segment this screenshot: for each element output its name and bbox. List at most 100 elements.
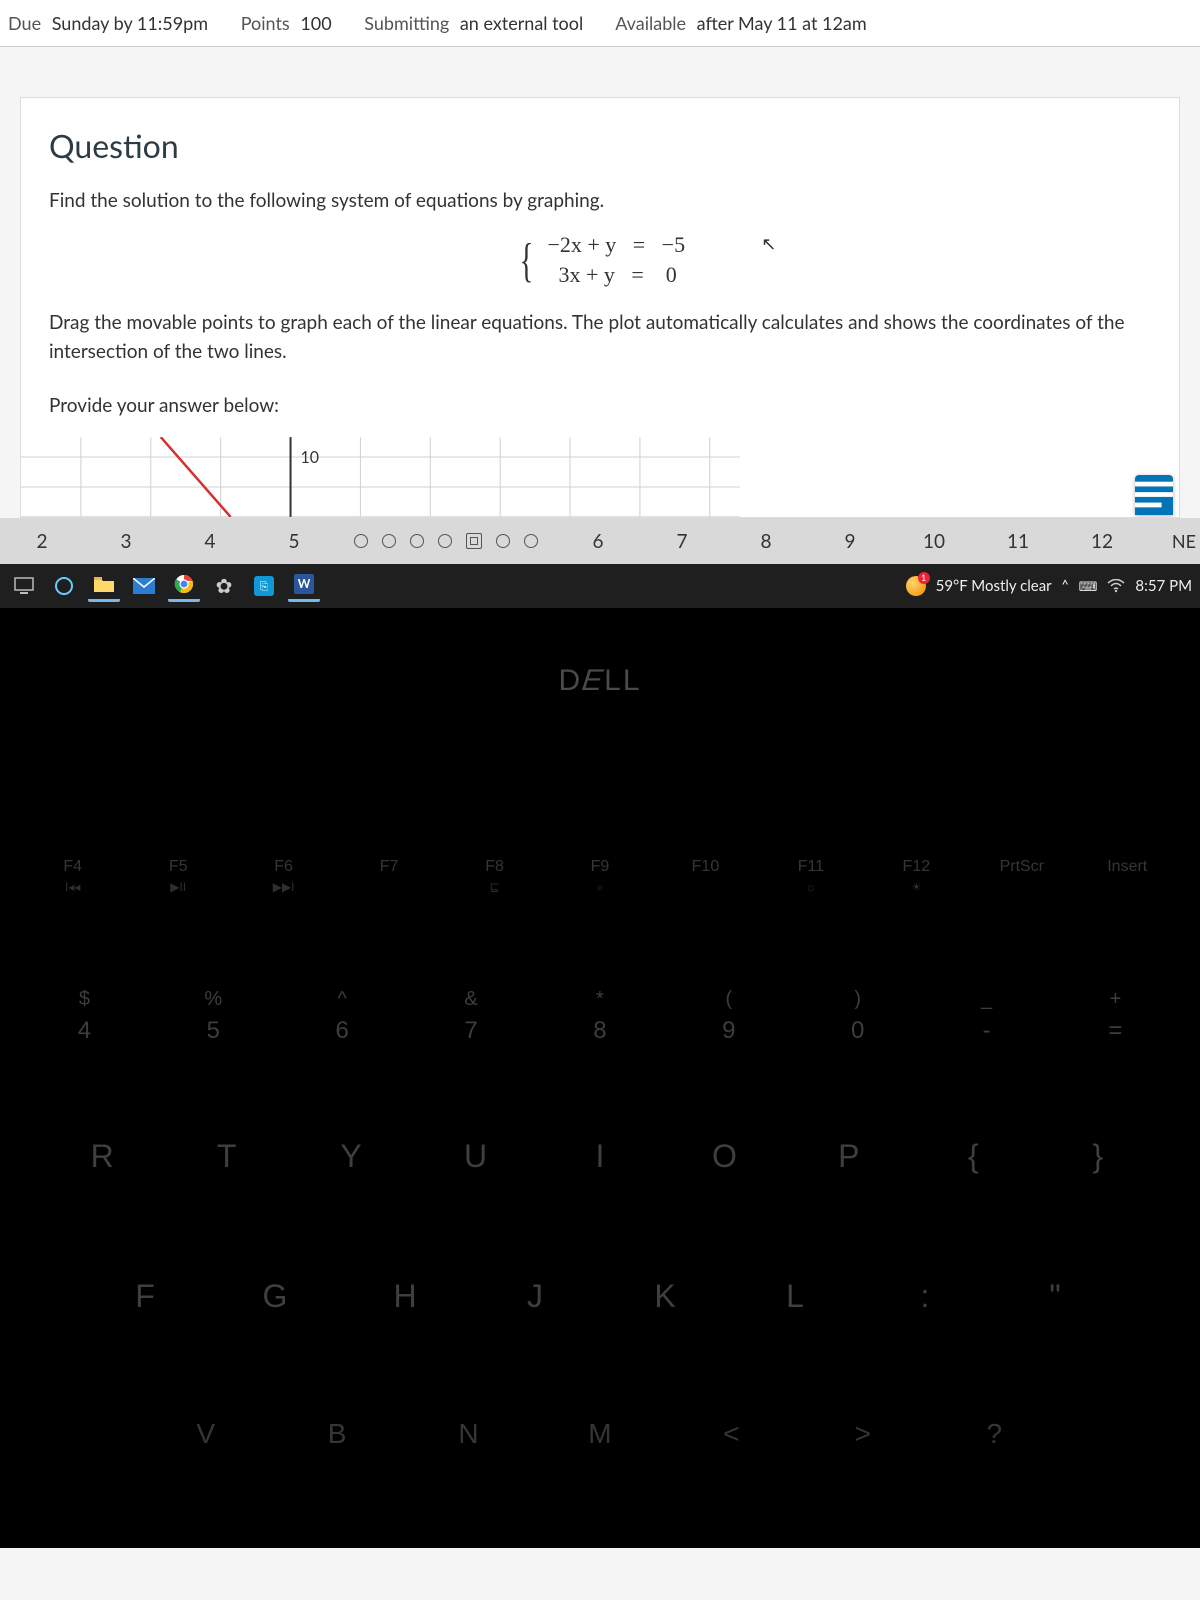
letter-key: P: [799, 1138, 899, 1175]
word-icon[interactable]: W: [288, 570, 320, 602]
number-key-row: $4%5^6&7*8(9)0_-+=: [0, 988, 1200, 1045]
letter-key: O: [674, 1138, 774, 1175]
fn-key: F11☼: [766, 858, 856, 895]
cursor-icon: ↖: [761, 234, 776, 255]
equation-2: 3x + y = 0: [547, 260, 685, 291]
task-view-icon[interactable]: [8, 570, 40, 602]
due-label: Due: [8, 12, 41, 34]
letter-key: L: [745, 1278, 845, 1315]
thumb-circle[interactable]: [410, 534, 424, 548]
fn-key: F6▶▶I: [239, 858, 329, 895]
fn-key: F10: [660, 858, 750, 895]
fn-key: F8⊑: [450, 858, 540, 895]
letter-key: ": [1005, 1278, 1105, 1315]
thumb-active[interactable]: [466, 533, 482, 549]
weather-text[interactable]: 59°F Mostly clear: [936, 577, 1052, 595]
thumb-circle[interactable]: [354, 534, 368, 548]
chrome-icon[interactable]: [168, 570, 200, 602]
app-icon[interactable]: ⎘: [248, 570, 280, 602]
browser-tab-strip[interactable]: 2 3 4 5 6 7 8 9 10 11 12 NE: [0, 518, 1200, 564]
menu-icon: [1135, 475, 1173, 515]
letter-key: F: [95, 1278, 195, 1315]
wifi-icon[interactable]: [1107, 579, 1125, 593]
fn-key: F5▶II: [133, 858, 223, 895]
question-prompt: Find the solution to the following syste…: [49, 187, 1151, 216]
tab-12[interactable]: 12: [1060, 530, 1144, 553]
file-explorer-icon[interactable]: [88, 570, 120, 602]
tab-thumbnails[interactable]: [354, 533, 538, 549]
submitting-value: an external tool: [460, 12, 583, 34]
number-key: _-: [942, 988, 1032, 1045]
submitting-label: Submitting: [364, 12, 449, 34]
equation-system: { −2x + y = −5 3x + y = 0 ↖: [49, 230, 1151, 292]
letter-key: }: [1048, 1138, 1148, 1175]
graph-svg[interactable]: 10: [21, 437, 1179, 517]
dell-logo: DELL: [558, 664, 641, 698]
letter-key: >: [813, 1418, 913, 1450]
letter-key: G: [225, 1278, 325, 1315]
tab-9[interactable]: 9: [808, 530, 892, 553]
letter-key: H: [355, 1278, 455, 1315]
number-key: &7: [426, 988, 516, 1045]
fn-key-row: F4I◂◂F5▶IIF6▶▶IF7F8⊑F9⌕F10F11☼F12☀PrtScr…: [0, 858, 1200, 895]
tab-8[interactable]: 8: [724, 530, 808, 553]
number-key: (9: [684, 988, 774, 1045]
letter-key: V: [156, 1418, 256, 1450]
letter-key: R: [52, 1138, 152, 1175]
provide-answer-label: Provide your answer below:: [49, 394, 1151, 417]
tab-11[interactable]: 11: [976, 530, 1060, 553]
letter-key: U: [426, 1138, 526, 1175]
zxcv-row: VBNM < >?: [0, 1418, 1200, 1450]
tab-7[interactable]: 7: [640, 530, 724, 553]
tab-5[interactable]: 5: [252, 530, 336, 553]
tab-4[interactable]: 4: [168, 530, 252, 553]
points-value: 100: [300, 12, 331, 34]
letter-key: ?: [944, 1418, 1044, 1450]
due-value: Sunday by 11:59pm: [52, 12, 208, 34]
graph-area[interactable]: 10: [21, 437, 1179, 517]
svg-text:⎘: ⎘: [260, 580, 269, 593]
thumb-circle[interactable]: [524, 534, 538, 548]
tab-6[interactable]: 6: [556, 530, 640, 553]
number-key: *8: [555, 988, 645, 1045]
brace-icon: {: [520, 239, 534, 282]
letter-key: N: [419, 1418, 519, 1450]
keyboard-photo: DELL F4I◂◂F5▶IIF6▶▶IF7F8⊑F9⌕F10F11☼F12☀P…: [0, 608, 1200, 1548]
feedback-button[interactable]: [1135, 475, 1173, 515]
tab-3[interactable]: 3: [84, 530, 168, 553]
tab-next[interactable]: NE: [1172, 530, 1196, 552]
points-label: Points: [241, 12, 290, 34]
thumb-circle[interactable]: [496, 534, 510, 548]
letter-key: :: [875, 1278, 975, 1315]
thumb-circle[interactable]: [382, 534, 396, 548]
fn-key: PrtScr: [977, 858, 1067, 895]
letter-key: <: [681, 1418, 781, 1450]
weather-icon[interactable]: [906, 576, 926, 596]
windows-taskbar[interactable]: ✿ ⎘ W 59°F Mostly clear ˄ ⌨ 8:57 PM: [0, 564, 1200, 608]
question-heading: Question: [49, 126, 1151, 165]
svg-text:W: W: [298, 576, 311, 591]
fn-key: F7: [344, 858, 434, 895]
letter-key: M: [550, 1418, 650, 1450]
letter-key: K: [615, 1278, 715, 1315]
letter-key: B: [287, 1418, 387, 1450]
qwerty-row: RTYUIOP{}: [0, 1138, 1200, 1175]
available-label: Available: [615, 12, 686, 34]
content-area: Question Find the solution to the follow…: [0, 47, 1200, 518]
assignment-header: Due Sunday by 11:59pm Points 100 Submitt…: [0, 0, 1200, 47]
settings-icon[interactable]: ✿: [208, 570, 240, 602]
letter-key: T: [177, 1138, 277, 1175]
fn-key: F4I◂◂: [28, 858, 118, 895]
thumb-circle[interactable]: [438, 534, 452, 548]
taskbar-time[interactable]: 8:57 PM: [1135, 577, 1192, 595]
fn-key: F9⌕: [555, 858, 645, 895]
tab-2[interactable]: 2: [0, 530, 84, 553]
y-tick-label: 10: [301, 448, 320, 467]
mail-icon[interactable]: [128, 570, 160, 602]
number-key: +=: [1070, 988, 1160, 1045]
letter-key: Y: [301, 1138, 401, 1175]
tray-caret-icon[interactable]: ˄: [1062, 577, 1069, 595]
tab-10[interactable]: 10: [892, 530, 976, 553]
cortana-icon[interactable]: [48, 570, 80, 602]
keyboard-tray-icon[interactable]: ⌨: [1079, 578, 1098, 595]
